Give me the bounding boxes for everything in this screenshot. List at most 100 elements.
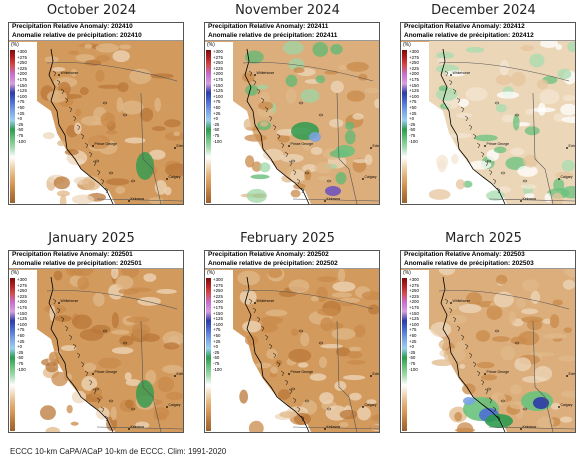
legend-tick-label: +225 [213, 65, 223, 71]
lake-outline [326, 179, 332, 183]
city-label: Edmonton [569, 144, 576, 148]
anomaly-patch [560, 185, 575, 199]
legend-tick-label: +100 [409, 321, 419, 327]
anomaly-patch [562, 94, 575, 102]
island-outline [104, 415, 109, 422]
legend-tick-label: +125 [409, 316, 419, 322]
legend-tick-label: +25 [17, 338, 25, 344]
anomaly-patch [540, 41, 559, 48]
anomaly-patch [70, 421, 79, 426]
anomaly-patch [563, 269, 575, 278]
anomaly-patch [56, 190, 70, 197]
anomaly-patch [338, 65, 347, 71]
island-outline [104, 187, 109, 194]
legend-tick-label: -75 [409, 360, 416, 366]
anomaly-patch [549, 314, 560, 329]
island-outline [484, 160, 489, 167]
anomaly-patch [95, 43, 119, 53]
anomaly-patch [536, 352, 555, 357]
legend-tick-label: +275 [213, 54, 223, 60]
anomaly-patch [512, 114, 520, 131]
city-label: Calgary [169, 403, 181, 407]
island-outline [56, 307, 61, 314]
city-marker [254, 302, 256, 304]
anomaly-patch [459, 364, 466, 369]
island-outline [248, 70, 253, 77]
anomaly-patch [315, 75, 326, 84]
city-label: Prince George [95, 142, 118, 146]
legend-tick-label: -50 [17, 127, 24, 133]
city-label: Whitehorse [257, 71, 275, 75]
anomaly-patch [539, 89, 560, 105]
anomaly-patch [331, 292, 353, 298]
legend-tick-label: +300 [17, 277, 27, 282]
lake-outline [494, 101, 500, 105]
territorial-border [438, 290, 570, 310]
anomaly-patch [437, 159, 447, 173]
anomaly-patch [451, 153, 459, 164]
city-marker [450, 302, 452, 304]
city-label: Prince George [291, 142, 314, 146]
header-english: Precipitation Relative Anomaly: 202503 [404, 251, 525, 258]
anomaly-patch [244, 50, 264, 64]
anomaly-patch [334, 381, 347, 391]
legend-tick-label: -25 [213, 349, 220, 355]
anomaly-patch [560, 103, 575, 116]
island-outline [88, 151, 93, 158]
city-label: Calgary [365, 175, 377, 179]
anomaly-patch [164, 119, 181, 128]
color-legend: (%) +300 +275 +250 +225 +200 +175 +150 +125 +100 +… [401, 270, 429, 432]
island-outline [56, 79, 61, 86]
anomaly-patch [498, 186, 511, 194]
legend-tick-label: +25 [213, 338, 221, 344]
provincial-border [532, 320, 554, 432]
anomaly-patch [293, 67, 305, 74]
island-outline [292, 397, 297, 404]
city-marker [254, 74, 256, 76]
anomaly-patch [312, 41, 329, 57]
anomaly-patch [285, 74, 298, 87]
anomaly-patch [165, 391, 183, 401]
lake-outline [122, 341, 128, 345]
anomaly-patch [126, 316, 150, 323]
island-outline [76, 352, 81, 359]
island-outline [268, 115, 273, 122]
legend-ticks: +300 +275 +250 +225 +200 +175 +150 +125 +100 +75 +… [409, 277, 429, 431]
anomaly-patch [317, 276, 337, 283]
anomaly-patch [124, 399, 134, 409]
island-outline [272, 124, 277, 131]
legend-tick-label: +75 [409, 99, 417, 105]
anomaly-patch [319, 392, 334, 405]
anomaly-patch [496, 274, 508, 285]
city-label: Prince George [291, 370, 314, 374]
anomaly-patch [96, 407, 110, 420]
anomaly-patch [364, 154, 373, 165]
anomaly-patch [59, 194, 67, 204]
anomaly-patch [106, 178, 130, 186]
anomaly-patch [157, 376, 175, 393]
legend-tick-label: +175 [17, 76, 27, 82]
anomaly-patch [262, 148, 284, 162]
lake-outline [94, 159, 100, 163]
anomaly-patch [537, 102, 546, 116]
panel-title: February 2025 [240, 231, 335, 246]
map-panel: February 2025 Precipitation Relative Anom… [196, 228, 380, 433]
city-marker [92, 145, 94, 147]
island-outline [448, 79, 453, 86]
anomaly-patch [100, 112, 116, 128]
anomaly-patch [280, 153, 304, 163]
island-outline [484, 388, 489, 395]
anomaly-patch [71, 390, 87, 404]
anomaly-patch [346, 61, 369, 72]
anomaly-patch [267, 269, 283, 278]
coastline [244, 276, 310, 432]
anomaly-patch [455, 179, 466, 190]
anomaly-patch [317, 308, 339, 316]
anomaly-patch [436, 51, 455, 59]
island-outline [488, 169, 493, 176]
anomaly-patch [279, 411, 298, 419]
anomaly-patch [245, 84, 258, 96]
anomaly-patch [356, 406, 371, 421]
coastline [48, 276, 114, 432]
anomaly-patch [95, 69, 105, 83]
